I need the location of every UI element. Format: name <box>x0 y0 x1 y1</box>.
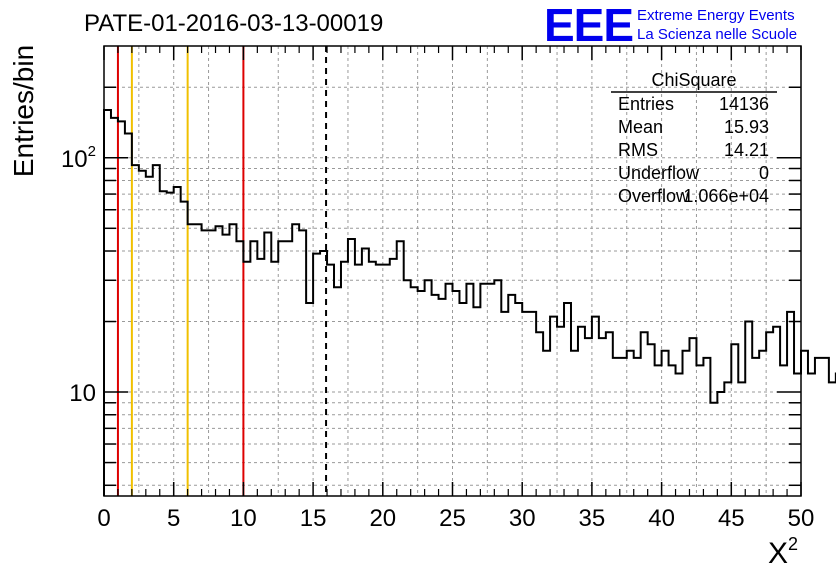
stats-box: ChiSquare Entries 14136 Mean 15.93 RMS 14.21 Un… <box>611 70 777 206</box>
x-axis-label: X2 <box>768 534 798 570</box>
x-tick-label: 30 <box>509 505 536 532</box>
axis-ticks: 0 5 10 15 20 25 30 35 40 45 50 10 102 <box>61 46 814 532</box>
stats-value: 14136 <box>719 94 769 114</box>
x-tick-label: 45 <box>718 505 745 532</box>
stats-label: Overflow <box>618 186 690 206</box>
chart-title: PATE-01-2016-03-13-00019 <box>84 10 384 37</box>
stats-label: Mean <box>618 117 663 137</box>
y-axis-label: Entries/bin <box>8 45 39 177</box>
stats-title: ChiSquare <box>651 70 736 90</box>
logo-line-2: La Scienza nelle Scuole <box>637 26 798 43</box>
stats-value: 15.93 <box>724 117 769 137</box>
x-tick-label: 5 <box>167 505 180 532</box>
marker-lines <box>116 46 328 496</box>
x-tick-label: 50 <box>788 505 815 532</box>
x-tick-label: 15 <box>300 505 327 532</box>
x-tick-label: 10 <box>230 505 257 532</box>
x-tick-label: 25 <box>439 505 466 532</box>
x-tick-label: 40 <box>648 505 675 532</box>
stats-label: Underflow <box>618 163 700 183</box>
x-tick-label: 35 <box>579 505 606 532</box>
grid <box>104 46 801 496</box>
logo-line-1: Extreme Energy Events <box>637 7 795 24</box>
stats-label: RMS <box>618 140 658 160</box>
stats-value: 0 <box>759 163 769 183</box>
stats-value: 14.21 <box>724 140 769 160</box>
x-tick-label: 20 <box>369 505 396 532</box>
x-tick-label: 0 <box>97 505 110 532</box>
eee-logo: EEE <box>544 0 634 51</box>
stats-label: Entries <box>618 94 674 114</box>
stats-value: 1.066e+04 <box>683 186 769 206</box>
histogram-series <box>103 108 836 496</box>
y-tick-label: 102 <box>61 143 96 173</box>
y-tick-label: 10 <box>69 380 96 407</box>
